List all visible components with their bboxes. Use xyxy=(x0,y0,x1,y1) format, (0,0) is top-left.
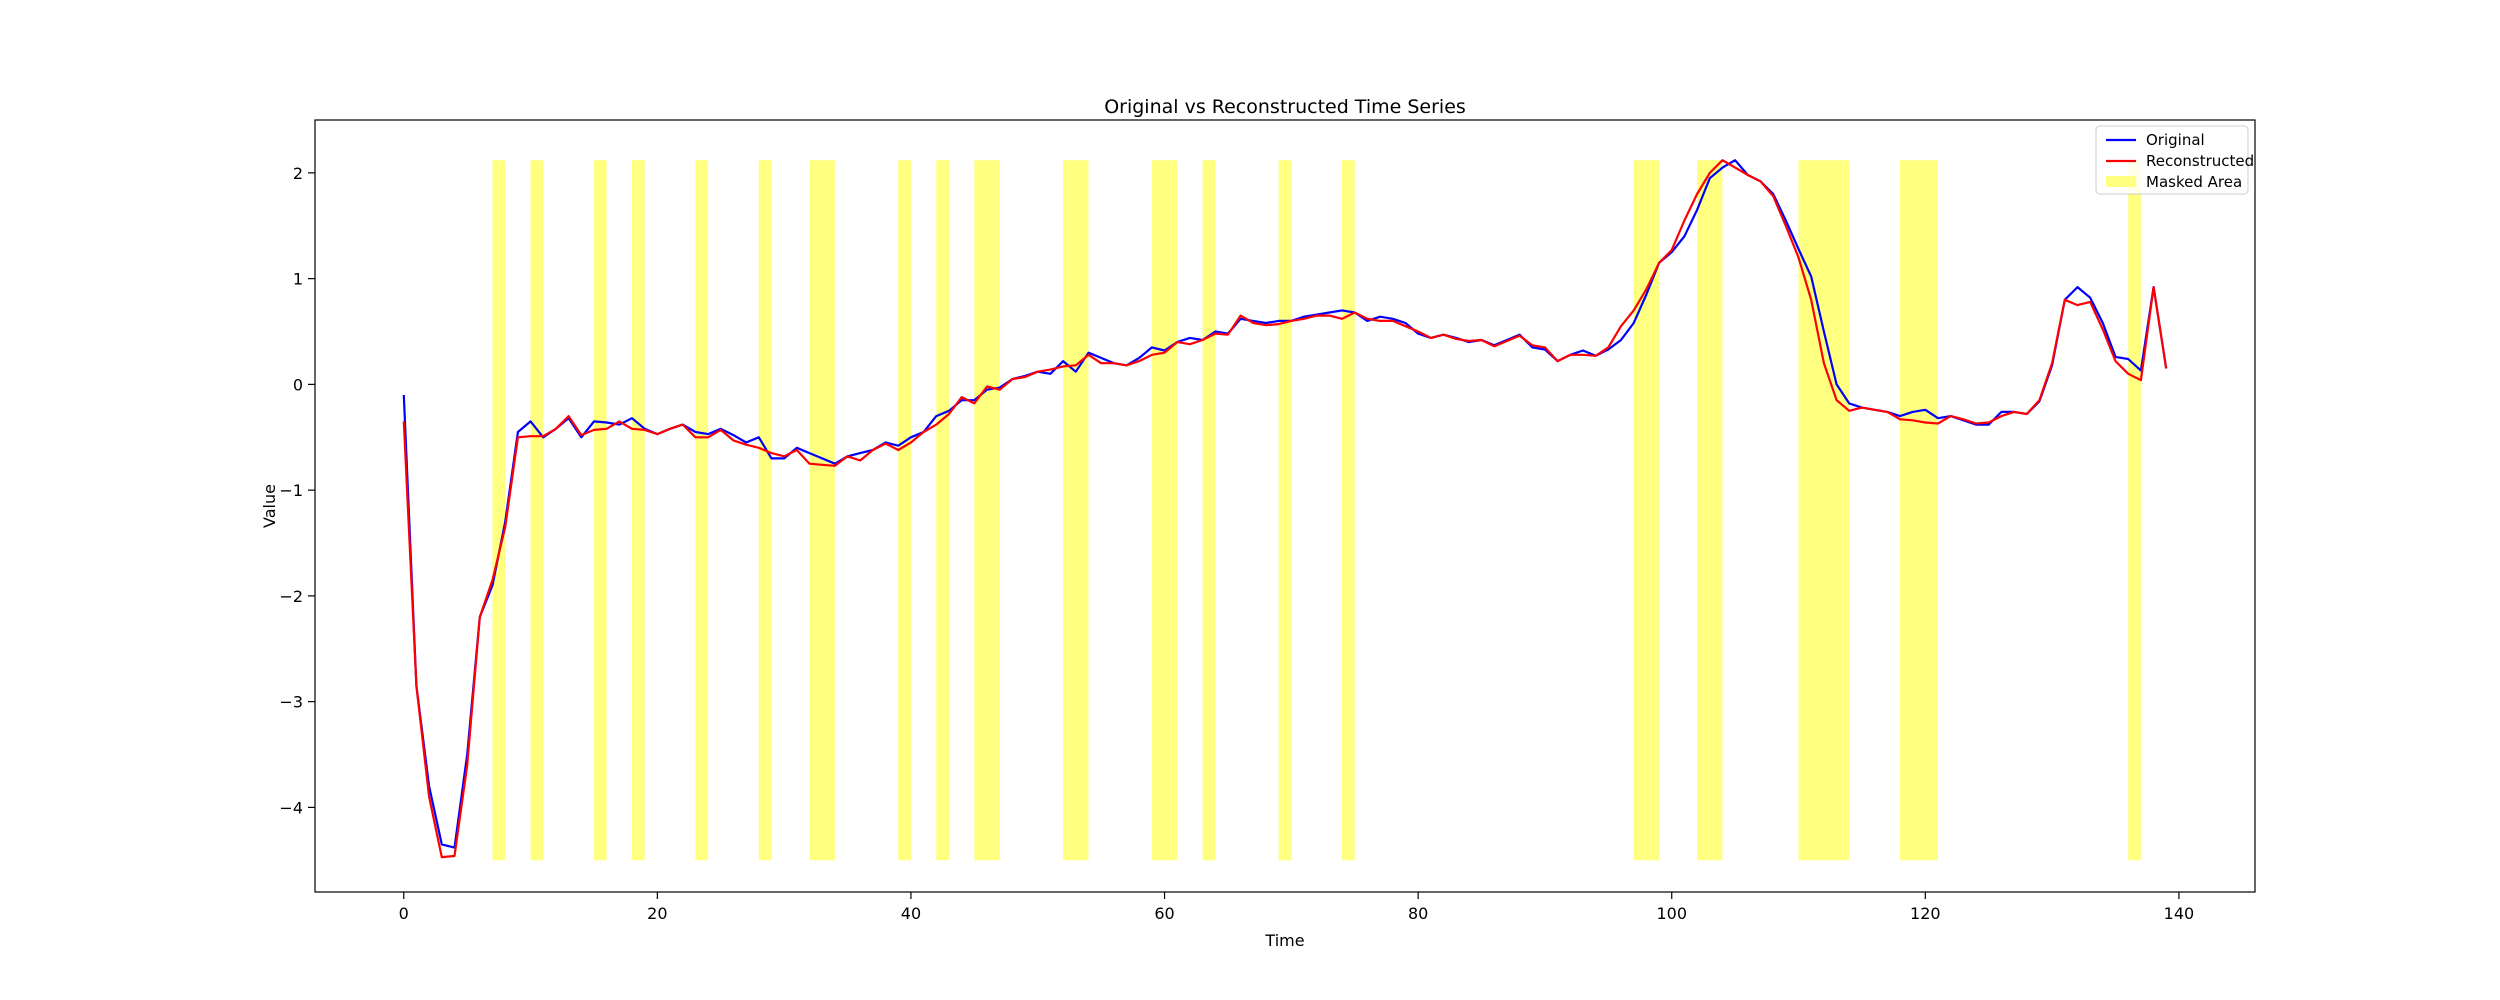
y-tick-label: 2 xyxy=(293,164,303,183)
masked-region xyxy=(631,160,645,861)
x-axis: 0 20 40 60 80 100 120 140 xyxy=(399,892,2195,923)
masked-region xyxy=(530,160,544,861)
x-tick-label: 40 xyxy=(901,904,921,923)
series-lines xyxy=(402,159,2168,859)
x-tick-label: 20 xyxy=(647,904,667,923)
masked-region xyxy=(1151,160,1178,861)
series-line-reconstructed xyxy=(402,159,2168,859)
masked-region xyxy=(1899,160,1939,861)
y-tick-label: −3 xyxy=(279,693,303,712)
masked-region xyxy=(1278,160,1292,861)
y-tick-label: −4 xyxy=(279,798,303,817)
masked-region xyxy=(593,160,607,861)
x-tick-label: 80 xyxy=(1408,904,1428,923)
legend-label-reconstructed: Reconstructed xyxy=(2146,152,2254,170)
plot-frame xyxy=(314,119,2256,893)
masked-region xyxy=(1063,160,1089,861)
masked-region xyxy=(936,160,949,861)
masked-region xyxy=(2128,160,2141,861)
y-axis-label: Value xyxy=(260,484,279,528)
legend-label-original: Original xyxy=(2146,131,2205,149)
x-tick-label: 0 xyxy=(399,904,409,923)
masked-region xyxy=(1798,160,1850,861)
masked-region xyxy=(1697,160,1723,861)
masked-region xyxy=(898,160,911,861)
masked-region xyxy=(809,160,835,861)
masked-region xyxy=(492,160,506,861)
masked-region xyxy=(758,160,772,861)
y-axis: −4 −3 −2 −1 0 1 2 xyxy=(279,164,315,817)
x-axis-label: Time xyxy=(1264,931,1304,950)
x-tick-label: 100 xyxy=(1656,904,1687,923)
legend-label-masked-area: Masked Area xyxy=(2146,173,2242,191)
masked-region xyxy=(1633,160,1660,861)
masked-region xyxy=(695,160,709,861)
y-tick-label: −1 xyxy=(279,481,303,500)
legend-swatch-masked-area xyxy=(2106,176,2136,187)
y-tick-label: 0 xyxy=(293,375,303,394)
masked-region xyxy=(1202,160,1216,861)
x-tick-label: 140 xyxy=(2164,904,2195,923)
masked-region xyxy=(1342,160,1355,861)
chart-title: Original vs Reconstructed Time Series xyxy=(1104,96,1466,118)
masked-region xyxy=(974,160,1000,861)
y-tick-label: 1 xyxy=(293,270,303,289)
legend: Original Reconstructed Masked Area xyxy=(2095,125,2254,195)
x-tick-label: 120 xyxy=(1910,904,1941,923)
y-tick-label: −2 xyxy=(279,587,303,606)
x-tick-label: 60 xyxy=(1154,904,1174,923)
masked-regions xyxy=(492,160,2141,861)
